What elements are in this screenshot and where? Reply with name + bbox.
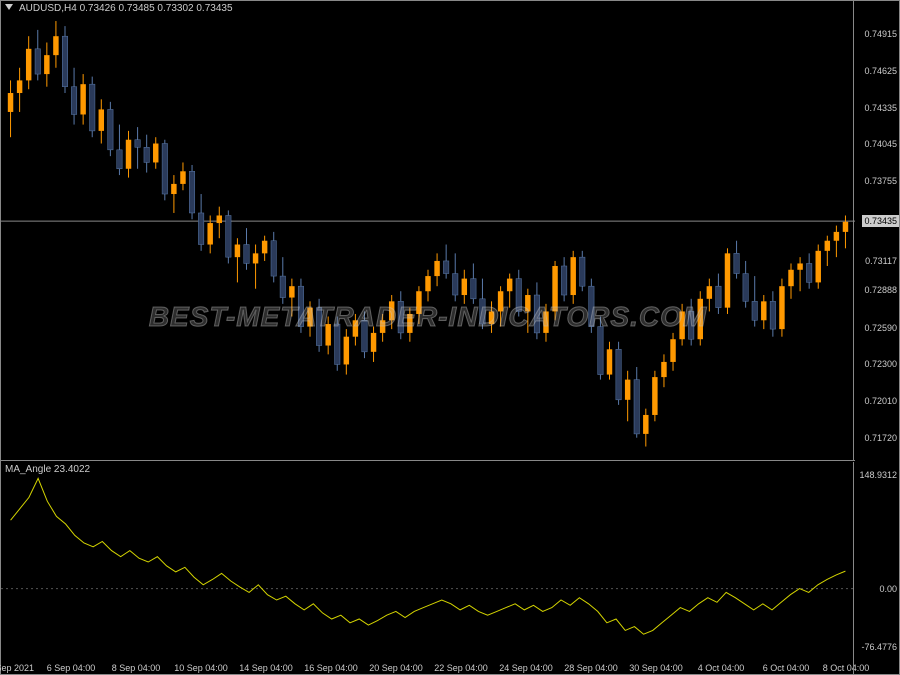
- candlestick-svg: [1, 1, 855, 461]
- time-x-axis: 2 Sep 2021 6 Sep 04:00 8 Sep 04:00 10 Sep 0…: [1, 661, 855, 675]
- time-tick-label: 14 Sep 04:00: [239, 663, 293, 673]
- time-tick-label: 22 Sep 04:00: [434, 663, 488, 673]
- indicator-y-axis: 148.9312 0.00 -76.4776: [853, 462, 899, 675]
- current-price-badge: 0.73435: [862, 215, 899, 227]
- price-tick-label: 0.74625: [864, 66, 897, 76]
- price-tick-label: 0.72888: [864, 285, 897, 295]
- time-tick-label: 6 Sep 04:00: [47, 663, 96, 673]
- time-tick-label: 4 Oct 04:00: [698, 663, 745, 673]
- dropdown-icon[interactable]: [5, 4, 13, 10]
- indicator-name: MA_Angle: [5, 464, 51, 475]
- indicator-svg: [1, 462, 855, 661]
- time-tick-label: 2 Sep 2021: [0, 663, 34, 673]
- price-tick-label: 0.72300: [864, 359, 897, 369]
- indicator-title: MA_Angle 23.4022: [5, 464, 90, 475]
- price-tick-label: 0.74335: [864, 103, 897, 113]
- time-tick-label: 28 Sep 04:00: [564, 663, 618, 673]
- indicator-tick-label: 0.00: [879, 584, 897, 594]
- price-tick-label: 0.74045: [864, 139, 897, 149]
- price-tick-label: 0.73755: [864, 176, 897, 186]
- symbol-label: AUDUSD,H4: [19, 3, 77, 14]
- indicator-value: 23.4022: [54, 464, 90, 475]
- time-tick-label: 10 Sep 04:00: [174, 663, 228, 673]
- price-chart-panel[interactable]: AUDUSD,H4 0.73426 0.73485 0.73302 0.7343…: [1, 1, 855, 461]
- price-tick-label: 0.72590: [864, 323, 897, 333]
- time-tick-label: 24 Sep 04:00: [499, 663, 553, 673]
- time-tick-label: 20 Sep 04:00: [369, 663, 423, 673]
- indicator-panel[interactable]: MA_Angle 23.4022 2 Sep 2021 6 Sep 04:00 8 …: [1, 462, 855, 675]
- chart-container: AUDUSD,H4 0.73426 0.73485 0.73302 0.7343…: [0, 0, 900, 675]
- price-y-axis: 0.74915 0.74625 0.74335 0.74045 0.73755 0.734…: [853, 1, 899, 461]
- chart-title: AUDUSD,H4 0.73426 0.73485 0.73302 0.7343…: [19, 3, 233, 14]
- time-tick-label: 6 Oct 04:00: [763, 663, 810, 673]
- indicator-tick-label: 148.9312: [859, 470, 897, 480]
- time-tick-label: 16 Sep 04:00: [304, 663, 358, 673]
- price-tick-label: 0.71720: [864, 433, 897, 443]
- time-tick-label: 8 Sep 04:00: [112, 663, 161, 673]
- ohlc-label: 0.73426 0.73485 0.73302 0.73435: [80, 3, 233, 14]
- price-tick-label: 0.73117: [865, 256, 897, 266]
- indicator-tick-label: -76.4776: [861, 642, 897, 652]
- price-tick-label: 0.74915: [864, 29, 897, 39]
- time-tick-label: 30 Sep 04:00: [629, 663, 683, 673]
- price-tick-label: 0.72010: [864, 396, 897, 406]
